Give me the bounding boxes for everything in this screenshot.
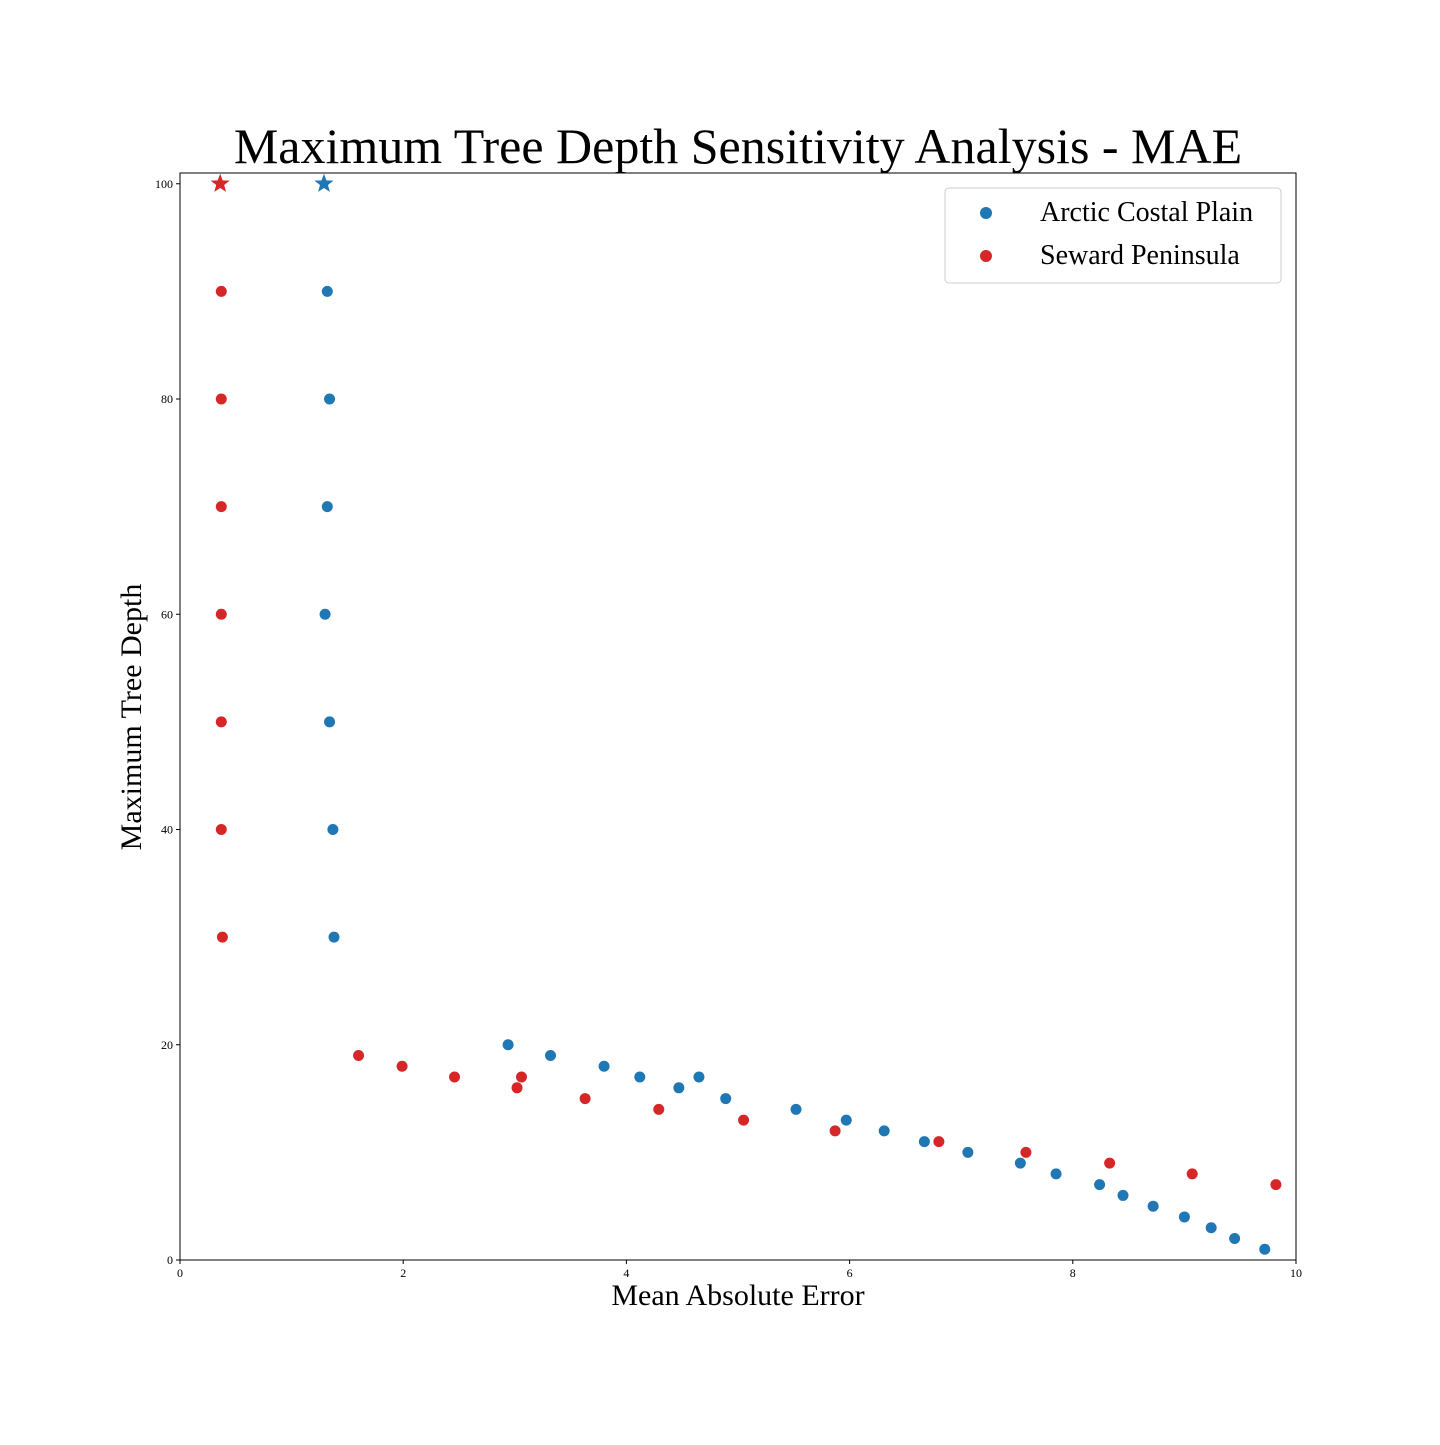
- legend-label-seward-peninsula: Seward Peninsula: [1040, 240, 1240, 271]
- point-arctic-costal-plain: [1094, 1179, 1106, 1191]
- point-arctic-costal-plain: [878, 1125, 890, 1137]
- point-seward-peninsula: [1270, 1179, 1282, 1191]
- y-axis-label: Maximum Tree Depth: [115, 584, 148, 851]
- star-seward-peninsula: [210, 173, 230, 192]
- point-arctic-costal-plain: [962, 1146, 974, 1158]
- point-arctic-costal-plain: [1014, 1157, 1026, 1169]
- y-axis-ticks: 0 20 40 60 80 100: [155, 177, 180, 1267]
- y-tick-label: 0: [167, 1253, 173, 1267]
- point-seward-peninsula: [215, 285, 227, 297]
- point-seward-peninsula: [216, 931, 228, 943]
- point-seward-peninsula: [933, 1136, 945, 1148]
- point-arctic-costal-plain: [598, 1060, 610, 1072]
- x-axis-ticks: 0 2 4 6 8 10: [177, 1260, 1302, 1280]
- point-arctic-costal-plain: [324, 393, 336, 405]
- point-seward-peninsula: [653, 1103, 665, 1115]
- point-seward-peninsula: [353, 1050, 365, 1062]
- chart-title: Maximum Tree Depth Sensitivity Analysis …: [234, 118, 1242, 174]
- legend: Arctic Costal Plain Seward Peninsula: [944, 187, 1282, 284]
- point-arctic-costal-plain: [502, 1039, 514, 1051]
- point-arctic-costal-plain: [918, 1136, 930, 1148]
- y-tick-label: 80: [161, 392, 173, 406]
- x-tick-label: 2: [400, 1266, 406, 1280]
- point-arctic-costal-plain: [1178, 1211, 1190, 1223]
- point-arctic-costal-plain: [1050, 1168, 1062, 1180]
- point-arctic-costal-plain: [321, 285, 333, 297]
- point-seward-peninsula: [215, 501, 227, 513]
- point-arctic-costal-plain: [324, 716, 336, 728]
- point-arctic-costal-plain: [328, 931, 340, 943]
- point-arctic-costal-plain: [327, 824, 339, 836]
- legend-marker-arctic-costal-plain: [980, 207, 992, 219]
- point-seward-peninsula: [738, 1114, 750, 1126]
- point-seward-peninsula: [829, 1125, 841, 1137]
- point-arctic-costal-plain: [1259, 1243, 1271, 1255]
- point-seward-peninsula: [579, 1093, 591, 1105]
- x-tick-label: 10: [1290, 1266, 1302, 1280]
- point-arctic-costal-plain: [693, 1071, 705, 1083]
- point-arctic-costal-plain: [720, 1093, 732, 1105]
- x-tick-label: 0: [177, 1266, 183, 1280]
- point-arctic-costal-plain: [545, 1050, 557, 1062]
- point-arctic-costal-plain: [321, 501, 333, 513]
- point-seward-peninsula: [215, 608, 227, 620]
- point-seward-peninsula: [396, 1060, 408, 1072]
- point-arctic-costal-plain: [1229, 1232, 1241, 1244]
- y-tick-label: 20: [161, 1038, 173, 1052]
- plot-frame: [179, 172, 1297, 1261]
- point-seward-peninsula: [1020, 1146, 1032, 1158]
- legend-label-arctic-costal-plain: Arctic Costal Plain: [1040, 197, 1253, 228]
- point-seward-peninsula: [511, 1082, 523, 1094]
- point-seward-peninsula: [1186, 1168, 1198, 1180]
- y-tick-label: 100: [155, 177, 173, 191]
- y-tick-label: 40: [161, 823, 173, 837]
- point-seward-peninsula: [1104, 1157, 1116, 1169]
- point-arctic-costal-plain: [1147, 1200, 1159, 1212]
- star-arctic-costal-plain: [314, 173, 334, 192]
- y-tick-label: 60: [161, 607, 173, 621]
- point-seward-peninsula: [215, 824, 227, 836]
- x-tick-label: 8: [1070, 1266, 1076, 1280]
- point-seward-peninsula: [515, 1071, 527, 1083]
- point-arctic-costal-plain: [840, 1114, 852, 1126]
- point-arctic-costal-plain: [1117, 1189, 1129, 1201]
- x-tick-label: 4: [623, 1266, 629, 1280]
- point-seward-peninsula: [215, 393, 227, 405]
- point-seward-peninsula: [215, 716, 227, 728]
- point-arctic-costal-plain: [790, 1103, 802, 1115]
- point-arctic-costal-plain: [1205, 1222, 1217, 1234]
- x-axis-label: Mean Absolute Error: [611, 1279, 864, 1312]
- point-arctic-costal-plain: [319, 608, 331, 620]
- point-seward-peninsula: [449, 1071, 461, 1083]
- plot-markers: [210, 173, 1282, 1255]
- x-tick-label: 6: [847, 1266, 853, 1280]
- point-arctic-costal-plain: [673, 1082, 685, 1094]
- legend-box: [944, 187, 1282, 284]
- point-arctic-costal-plain: [634, 1071, 646, 1083]
- legend-marker-seward-peninsula: [980, 250, 992, 262]
